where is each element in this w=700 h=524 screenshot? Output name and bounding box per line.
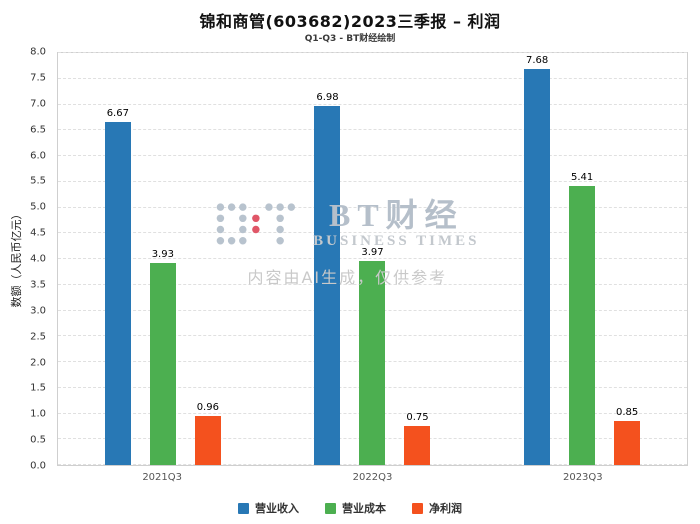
plot-area: 6.67 3.93 0.96 6.98 3.97 0.75 7.68 5.41 0.85: [57, 52, 688, 466]
bar-value-label: 0.85: [616, 407, 639, 419]
y-tick-label: 6.0: [30, 150, 46, 161]
legend-swatch: [325, 502, 336, 514]
y-tick-label: 6.5: [30, 124, 46, 136]
bar: [614, 421, 641, 465]
bar: [524, 69, 551, 465]
gridline: [58, 206, 687, 208]
bar: [404, 426, 431, 465]
x-tick-label: 2023Q3: [562, 472, 603, 483]
bar-group: 6.67 3.93 0.96: [104, 53, 221, 465]
gridline: [58, 180, 687, 182]
bar: [314, 105, 341, 465]
chart-title: 锦和商管(603682)2023三季报 – 利润: [199, 12, 501, 31]
y-tick-label: 4.5: [30, 227, 46, 239]
x-tick-label: 2022Q3: [352, 472, 393, 483]
bar-groups: 6.67 3.93 0.96 6.98 3.97 0.75 7.68 5.41 0.85: [58, 53, 687, 465]
y-tick-label: 1.0: [30, 408, 46, 420]
y-axis-ticks: 0.0 0.5 1.0 1.5 2.0 2.5 3.0 3.5 4.0 4.5 5.0 5.5 6.0 6…: [0, 47, 52, 472]
legend-swatch: [412, 502, 423, 514]
y-tick-label: 7.0: [30, 98, 46, 110]
bar-column: 6.98: [314, 53, 341, 465]
legend-label: 营业收入: [255, 502, 299, 515]
bar-value-label: 6.98: [316, 91, 339, 103]
gridline: [58, 232, 687, 234]
y-tick-label: 2.0: [30, 357, 46, 368]
bar-value-label: 0.75: [406, 412, 429, 424]
gridline: [58, 77, 687, 79]
legend-label: 营业成本: [342, 502, 386, 515]
bar-value-label: 7.68: [526, 55, 549, 67]
x-tick-label: 2021Q3: [142, 472, 182, 483]
gridline: [58, 258, 687, 259]
bar-value-label: 5.41: [571, 172, 594, 184]
y-tick-label: 2.5: [30, 331, 46, 343]
y-tick-label: 3.5: [30, 279, 46, 291]
y-tick-label: 0.5: [30, 434, 46, 446]
bar-column: 6.67: [104, 53, 131, 465]
bar-value-label: 3.97: [361, 246, 384, 258]
chart-subtitle: Q1-Q3 - BT财经绘制: [304, 34, 396, 44]
gridline: [58, 129, 687, 131]
gridline: [58, 103, 687, 105]
bar-column: 5.41: [569, 53, 596, 465]
y-tick-label: 8.0: [30, 46, 46, 58]
bar: [569, 186, 596, 465]
bar-column: 3.93: [149, 53, 176, 465]
bar-value-label: 6.67: [106, 107, 129, 119]
bar-value-label: 3.93: [151, 248, 174, 260]
y-tick-label: 3.0: [30, 305, 46, 317]
y-tick-label: 5.5: [30, 175, 46, 187]
bar: [359, 260, 386, 465]
bar-column: 3.97: [359, 53, 386, 465]
bar: [104, 121, 131, 465]
bar-column: 0.85: [614, 53, 641, 465]
y-tick-label: 0.0: [30, 460, 46, 472]
bar-column: 0.96: [194, 53, 221, 465]
gridline: [58, 155, 687, 156]
bar-column: 7.68: [524, 53, 551, 465]
legend-item: 净利润: [412, 500, 462, 516]
bar-column: 0.75: [404, 53, 431, 465]
bar-group: 6.98 3.97 0.75: [314, 53, 431, 465]
legend-swatch: [238, 502, 249, 514]
bar-value-label: 0.96: [196, 401, 219, 413]
legend-label: 净利润: [429, 502, 462, 515]
y-tick-label: 1.5: [30, 382, 46, 394]
bar-group: 7.68 5.41 0.85: [524, 53, 641, 465]
gridline: [58, 52, 687, 53]
legend: 营业收入 营业成本 净利润: [238, 500, 462, 516]
legend-item: 营业成本: [325, 500, 386, 516]
legend-item: 营业收入: [238, 500, 299, 516]
bar: [194, 415, 221, 465]
y-tick-label: 4.0: [30, 253, 46, 265]
y-tick-label: 7.5: [30, 72, 46, 84]
y-tick-label: 5.0: [30, 201, 46, 213]
bar: [149, 262, 176, 465]
x-axis-labels: 2021Q3 2022Q3 2023Q3: [57, 472, 688, 483]
